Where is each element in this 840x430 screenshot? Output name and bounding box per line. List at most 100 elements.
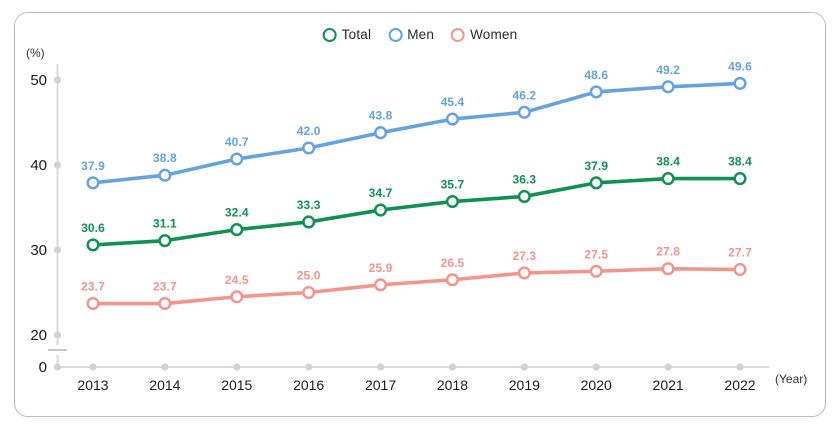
data-label-total: 37.9 [584,159,608,173]
data-label-men: 48.6 [584,68,608,82]
y-axis-unit-label: (%) [26,46,45,60]
data-point-women [86,297,100,311]
data-label-total: 33.3 [297,198,321,212]
data-point-men [302,141,316,155]
x-tick-label: 2015 [221,377,252,393]
data-label-men: 45.4 [441,95,465,109]
x-tick-label: 2016 [293,377,324,393]
data-label-total: 31.1 [153,217,177,231]
data-point-total [158,234,172,248]
x-tick-label: 2018 [437,377,468,393]
data-point-total [86,238,100,252]
x-tick-label: 2020 [581,377,612,393]
legend-item-total: Total [322,27,372,42]
chart-legend: Total Men Women [322,27,518,42]
data-label-men: 40.7 [225,135,249,149]
legend-label-women: Women [470,27,518,42]
data-point-total [589,176,603,190]
data-point-women [733,263,747,277]
legend-label-total: Total [341,27,372,42]
data-label-total: 38.4 [656,155,680,169]
data-label-total: 36.3 [512,172,536,186]
data-point-total [230,223,244,237]
x-tick-label: 2014 [149,377,180,393]
data-point-total [374,203,388,217]
y-axis-tick-dot [53,76,62,84]
data-label-total: 34.7 [369,186,393,200]
women-series-marker-icon [451,27,466,42]
x-axis-tick-dot [233,363,241,371]
x-tick-label: 2021 [653,377,684,393]
data-point-total [517,189,531,203]
data-point-men [230,152,244,166]
data-point-men [661,80,675,94]
y-tick-label: 40 [30,157,47,174]
data-point-men [445,112,460,126]
x-axis-tick-dot [161,363,169,371]
legend-label-men: Men [407,27,435,42]
data-label-women: 27.5 [584,247,608,261]
data-label-men: 38.8 [153,151,177,165]
total-series-marker-icon [322,27,337,42]
data-point-women [661,262,675,276]
y-tick-label: 30 [30,242,47,259]
x-axis-tick-dot [89,363,97,371]
data-point-women [158,297,172,311]
series-line-men [91,81,742,185]
x-axis-tick-dot [305,363,313,371]
x-axis-tick-dot [592,363,600,371]
data-label-men: 42.0 [297,124,321,138]
data-point-women [374,278,388,292]
x-axis-tick-dot [520,363,528,371]
data-point-total [733,172,747,186]
data-label-women: 27.8 [656,245,680,259]
y-tick-label: 20 [30,327,47,344]
data-point-total [661,172,675,186]
x-axis-tick-dot [376,363,385,371]
y-tick-label: 50 [30,72,47,89]
series-line-women [91,266,742,306]
data-label-total: 38.4 [728,155,752,169]
data-point-men [733,76,747,90]
data-label-men: 46.2 [512,88,536,102]
y-axis-tick-dot [53,331,62,339]
series-line-total [91,176,742,247]
x-axis-unit-label: (Year) [775,372,808,386]
data-point-men [374,126,388,140]
y-axis-tick-dot [53,246,62,254]
data-point-total [302,215,316,229]
data-label-total: 35.7 [441,178,465,192]
data-label-women: 23.7 [153,280,177,294]
x-tick-label: 2019 [509,377,540,393]
x-axis-tick-dot [736,363,744,371]
legend-item-men: Men [388,27,434,42]
data-point-women [589,264,603,278]
data-point-total [445,195,460,209]
men-series-marker-icon [388,27,403,42]
data-point-men [589,85,603,99]
y-axis-tick-dot [53,161,62,169]
data-label-men: 43.8 [369,109,393,123]
data-point-men [158,168,172,182]
x-axis-tick-dot [664,363,672,371]
data-point-women [445,273,460,287]
data-label-total: 32.4 [225,206,249,220]
x-tick-label: 2022 [724,377,755,393]
data-label-women: 25.9 [369,261,393,275]
data-point-women [302,285,316,300]
x-tick-label: 2013 [77,377,108,393]
data-label-women: 26.5 [441,256,465,270]
legend-item-women: Women [451,27,517,42]
y-tick-label: 0 [39,359,47,376]
data-label-women: 23.7 [81,280,105,294]
data-label-women: 25.0 [297,269,321,283]
data-point-men [517,105,531,119]
data-label-men: 37.9 [81,159,105,173]
data-label-total: 30.6 [81,221,105,235]
data-label-women: 24.5 [225,273,249,287]
chart-card [14,12,826,417]
data-label-men: 49.2 [656,63,680,77]
y-axis-tick-dot [53,363,62,371]
data-point-men [86,176,100,190]
